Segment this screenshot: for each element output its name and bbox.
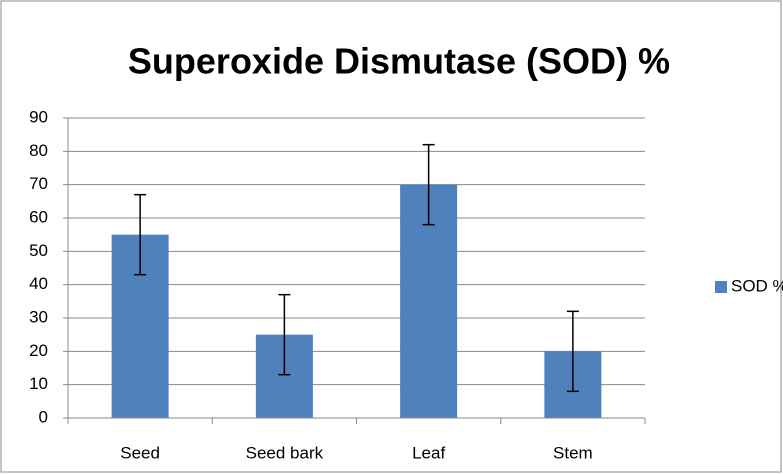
error-bar [422,143,435,226]
y-tick-label: 90 [29,107,48,126]
y-tick-label: 30 [29,307,48,326]
y-tick-label: 20 [29,341,48,360]
x-tick-label: Seed [120,443,160,462]
legend-label: SOD % [731,276,783,295]
y-tick-label: 80 [29,141,48,160]
error-bar [566,310,579,393]
y-tick-label: 10 [29,374,48,393]
x-tick-label: Stem [553,443,593,462]
y-tick-label: 40 [29,274,48,293]
chart-title: Superoxide Dismutase (SOD) % [128,41,670,82]
legend-swatch [715,281,727,293]
error-bar [134,193,147,276]
x-tick-label: Leaf [412,443,445,462]
y-tick-label: 0 [39,407,48,426]
x-tick-label: Seed bark [246,443,324,462]
y-tick-label: 60 [29,207,48,226]
y-tick-label: 70 [29,174,48,193]
error-bar [278,293,291,376]
y-tick-label: 50 [29,241,48,260]
